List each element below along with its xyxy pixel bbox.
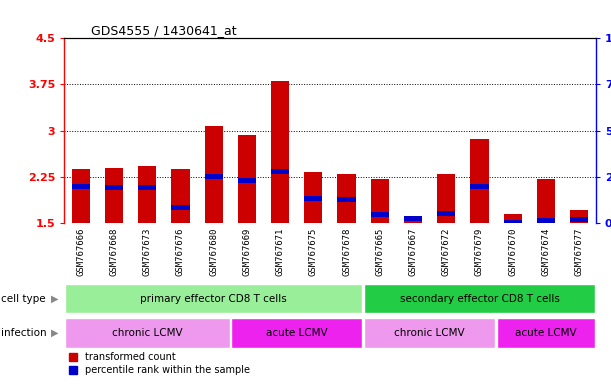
Bar xyxy=(271,169,289,174)
Text: acute LCMV: acute LCMV xyxy=(266,328,327,338)
Bar xyxy=(205,174,223,179)
Bar xyxy=(503,220,522,225)
Bar xyxy=(205,126,223,223)
Legend: transformed count, percentile rank within the sample: transformed count, percentile rank withi… xyxy=(69,353,249,375)
Bar xyxy=(105,168,123,223)
Bar xyxy=(497,318,595,348)
Bar xyxy=(71,184,90,189)
Text: ▶: ▶ xyxy=(51,328,58,338)
Text: GSM767670: GSM767670 xyxy=(508,227,517,276)
Text: GSM767668: GSM767668 xyxy=(109,227,119,276)
Text: GSM767674: GSM767674 xyxy=(541,227,551,276)
Bar xyxy=(171,205,189,210)
Bar xyxy=(404,217,422,223)
Text: GSM767671: GSM767671 xyxy=(276,227,285,276)
Bar xyxy=(570,217,588,222)
Bar xyxy=(105,185,123,190)
Text: GSM767666: GSM767666 xyxy=(76,227,86,276)
Text: cell type: cell type xyxy=(1,293,46,304)
Text: GSM767667: GSM767667 xyxy=(409,227,417,276)
Text: GSM767675: GSM767675 xyxy=(309,227,318,276)
Bar xyxy=(536,179,555,223)
Text: chronic LCMV: chronic LCMV xyxy=(394,328,465,338)
Bar xyxy=(364,318,496,348)
Text: GSM767669: GSM767669 xyxy=(243,227,251,276)
Text: chronic LCMV: chronic LCMV xyxy=(112,328,183,338)
Bar xyxy=(238,135,256,223)
Text: infection: infection xyxy=(1,328,47,338)
Bar xyxy=(271,81,289,223)
Text: GSM767672: GSM767672 xyxy=(442,227,451,276)
Bar xyxy=(65,318,230,348)
Bar xyxy=(138,185,156,190)
Text: GSM767673: GSM767673 xyxy=(143,227,152,276)
Text: GSM767676: GSM767676 xyxy=(176,227,185,276)
Bar xyxy=(337,197,356,202)
Text: GSM767680: GSM767680 xyxy=(209,227,218,276)
Text: GSM767665: GSM767665 xyxy=(375,227,384,276)
Text: secondary effector CD8 T cells: secondary effector CD8 T cells xyxy=(400,293,560,304)
Text: GSM767678: GSM767678 xyxy=(342,227,351,276)
Bar xyxy=(503,214,522,223)
Text: GSM767677: GSM767677 xyxy=(574,227,584,276)
Bar xyxy=(337,174,356,223)
Text: acute LCMV: acute LCMV xyxy=(515,328,577,338)
Bar xyxy=(138,166,156,223)
Bar xyxy=(304,196,323,200)
Text: primary effector CD8 T cells: primary effector CD8 T cells xyxy=(141,293,287,304)
Bar xyxy=(570,210,588,223)
Bar xyxy=(437,211,455,216)
Bar xyxy=(470,139,489,223)
Bar xyxy=(371,212,389,217)
Text: GSM767679: GSM767679 xyxy=(475,227,484,276)
Text: ▶: ▶ xyxy=(51,293,58,304)
Bar xyxy=(231,318,362,348)
Bar xyxy=(437,174,455,223)
Bar xyxy=(536,218,555,223)
Text: GDS4555 / 1430641_at: GDS4555 / 1430641_at xyxy=(91,24,236,37)
Bar xyxy=(238,178,256,183)
Bar xyxy=(364,284,595,313)
Bar xyxy=(65,284,362,313)
Bar xyxy=(71,169,90,223)
Bar xyxy=(371,179,389,223)
Bar xyxy=(171,169,189,223)
Bar xyxy=(404,216,422,221)
Bar xyxy=(304,172,323,223)
Bar xyxy=(470,184,489,189)
